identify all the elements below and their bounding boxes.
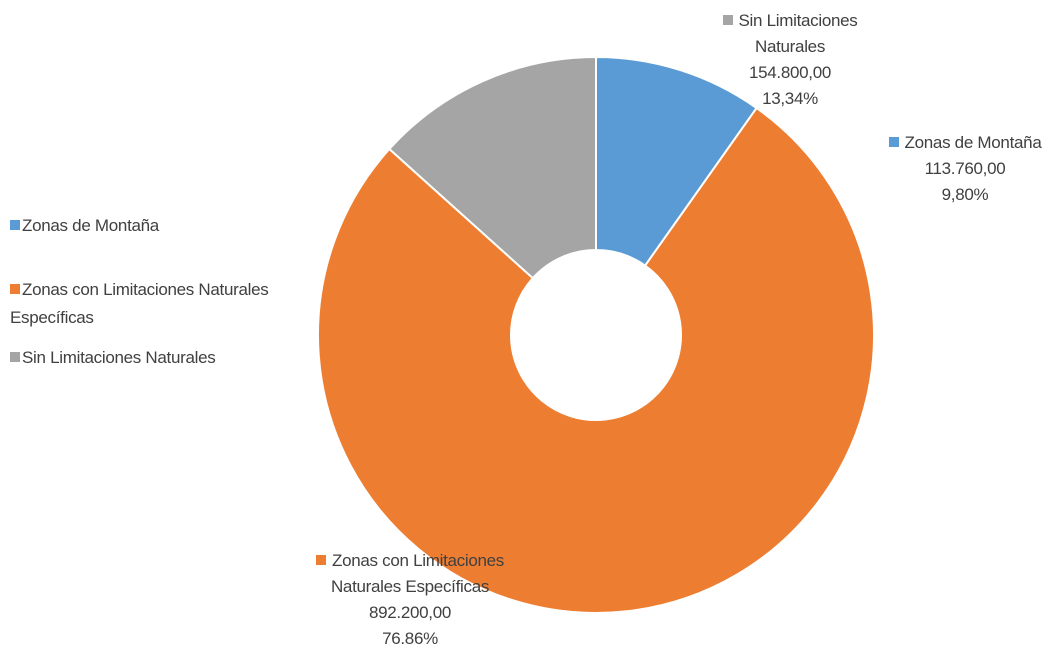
legend-label: Zonas de Montaña xyxy=(22,216,159,235)
legend-item: Zonas con Limitaciones Naturales Específ… xyxy=(10,276,330,332)
data-label: Zonas de Montaña 113.760,00 9,80% xyxy=(865,130,1062,208)
data-label-value: 154.800,00 xyxy=(748,63,832,82)
data-label-percent: 9,80% xyxy=(941,185,989,204)
legend-label: Sin Limitaciones Naturales xyxy=(22,348,216,367)
legend-item: Zonas de Montaña xyxy=(10,212,330,240)
data-label-name: Zonas de Montaña xyxy=(904,133,1042,152)
data-label-key xyxy=(316,555,326,565)
data-label-name-line: Zonas de Montaña xyxy=(865,130,1062,156)
legend-key xyxy=(10,352,20,362)
data-label-name-line: Sin Limitaciones Naturales xyxy=(705,8,875,60)
legend-key xyxy=(10,284,20,294)
data-label-percent: 76.86% xyxy=(382,629,438,648)
legend-key xyxy=(10,220,20,230)
data-label: Zonas con Limitaciones Naturales Específ… xyxy=(290,548,530,652)
donut-slice xyxy=(317,106,875,614)
data-label-key xyxy=(888,137,899,147)
donut-slice xyxy=(595,55,758,268)
legend-item: Sin Limitaciones Naturales xyxy=(10,344,330,372)
donut-slice xyxy=(387,55,597,280)
data-label-key xyxy=(722,15,733,25)
data-label-name-line: Zonas con Limitaciones Naturales Específ… xyxy=(290,548,530,600)
data-label-name: Sin Limitaciones Naturales xyxy=(738,11,858,56)
data-label-percent: 13,34% xyxy=(762,89,818,108)
data-label-value: 113.760,00 xyxy=(924,159,1006,178)
legend-label: Zonas con Limitaciones Naturales Específ… xyxy=(10,280,269,327)
data-label-value: 892.200,00 xyxy=(368,603,452,622)
data-label: Sin Limitaciones Naturales 154.800,00 13,3… xyxy=(705,8,875,112)
data-label-name: Zonas con Limitaciones Naturales Específ… xyxy=(330,551,504,596)
